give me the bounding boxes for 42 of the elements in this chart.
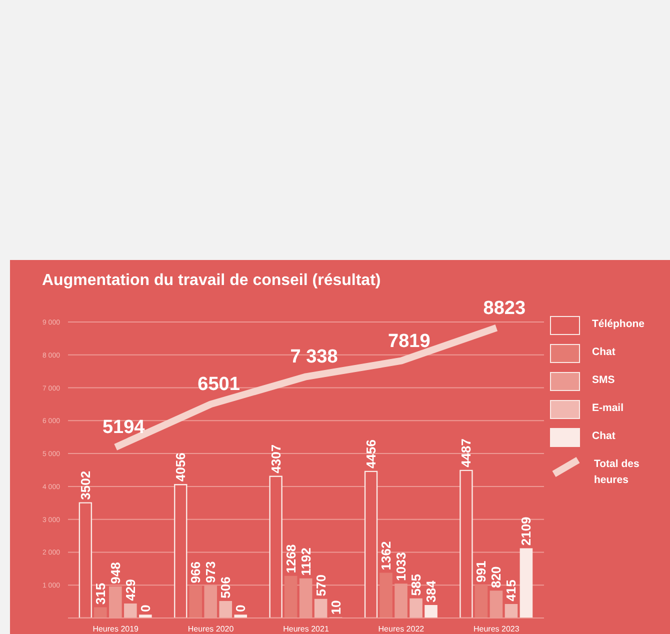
legend-label: E-mail: [592, 401, 625, 416]
legend-label: Téléphone: [592, 317, 646, 332]
legend-label: Total des heures: [594, 457, 640, 488]
data-label: 506: [218, 576, 234, 598]
data-label: 4056: [173, 452, 188, 482]
data-label: 948: [108, 562, 123, 584]
data-label: 315: [92, 582, 108, 605]
data-label: 384: [424, 580, 439, 602]
data-label: 3502: [78, 470, 93, 500]
data-label: 4307: [268, 444, 284, 474]
data-label: 1268: [283, 544, 298, 574]
data-label: 7 338: [290, 346, 338, 368]
data-label: 1033: [394, 552, 409, 582]
data-label: 1192: [298, 548, 314, 576]
x-tick-label: Heures 2023: [473, 624, 520, 634]
legend-label: Chat: [592, 345, 616, 360]
legend-label: SMS: [592, 373, 616, 388]
data-label: 973: [203, 561, 218, 583]
data-label: 8823: [483, 298, 526, 319]
data-label: 4456: [364, 440, 379, 468]
data-label: 0: [138, 604, 153, 612]
data-label: 4487: [458, 438, 474, 468]
data-label: 429: [122, 579, 138, 601]
x-tick-label: Heures 2021: [283, 624, 330, 634]
data-label: 0: [233, 604, 248, 612]
data-label: 415: [504, 580, 519, 602]
data-label: 2109: [518, 516, 534, 546]
data-label: 5194: [102, 417, 146, 438]
data-label: 966: [188, 562, 204, 584]
data-label: 6501: [198, 374, 240, 396]
data-label: 570: [313, 574, 328, 596]
x-tick-label: Heures 2019: [92, 624, 140, 634]
data-label: 10: [328, 600, 344, 615]
chart-title: Augmentation du travail de conseil (résultat): [42, 272, 381, 290]
data-label: 7819: [388, 330, 430, 352]
data-label: 585: [408, 574, 424, 596]
data-label: 1362: [378, 541, 394, 570]
data-label: 991: [474, 560, 489, 582]
legend-label: Chat: [592, 429, 616, 444]
x-tick-label: Heures 2022: [378, 624, 425, 634]
data-label: 820: [488, 566, 504, 588]
x-tick-label: Heures 2020: [188, 624, 234, 634]
